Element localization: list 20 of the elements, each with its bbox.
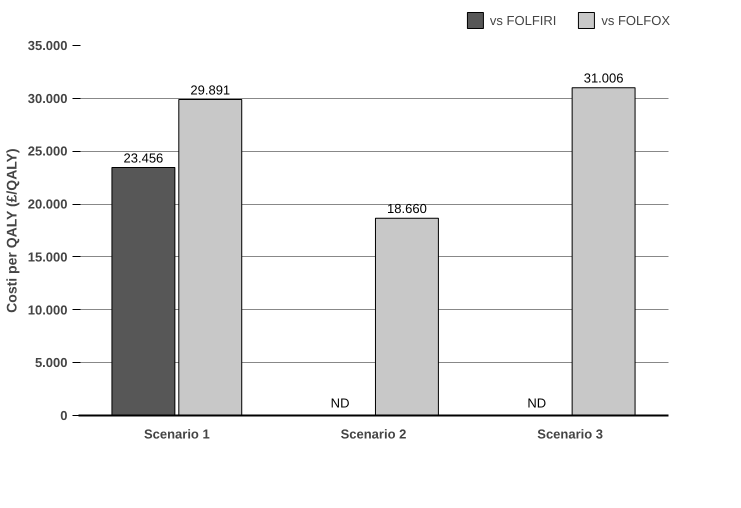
- data-label: 18.660: [387, 201, 427, 216]
- y-tick-label: 5.000: [34, 355, 68, 370]
- y-tick-label: 0: [60, 408, 68, 423]
- y-tick-label: 10.000: [28, 302, 68, 318]
- data-label: 29.891: [190, 82, 230, 98]
- x-tick-label: Scenario 2: [340, 426, 406, 442]
- x-tick-label: Scenario 1: [144, 426, 210, 442]
- y-tick-label: 15.000: [28, 249, 68, 264]
- legend-label: vs FOLFOX: [601, 12, 670, 28]
- legend-label: vs FOLFIRI: [490, 12, 556, 28]
- data-label: 31.006: [584, 70, 624, 86]
- text: ND: [330, 396, 350, 410]
- y-tick-label: 30.000: [28, 90, 68, 106]
- y-tick-label: 25.000: [28, 144, 68, 159]
- text: ND: [527, 396, 546, 410]
- x-tick-label: Scenario 3: [537, 426, 604, 442]
- data-label: 23.456: [124, 150, 164, 166]
- y-axis-title: Costi per QALY (£/QALY): [4, 148, 20, 313]
- y-tick-label: 35.000: [28, 38, 68, 53]
- y-tick-label: 20.000: [28, 196, 68, 212]
